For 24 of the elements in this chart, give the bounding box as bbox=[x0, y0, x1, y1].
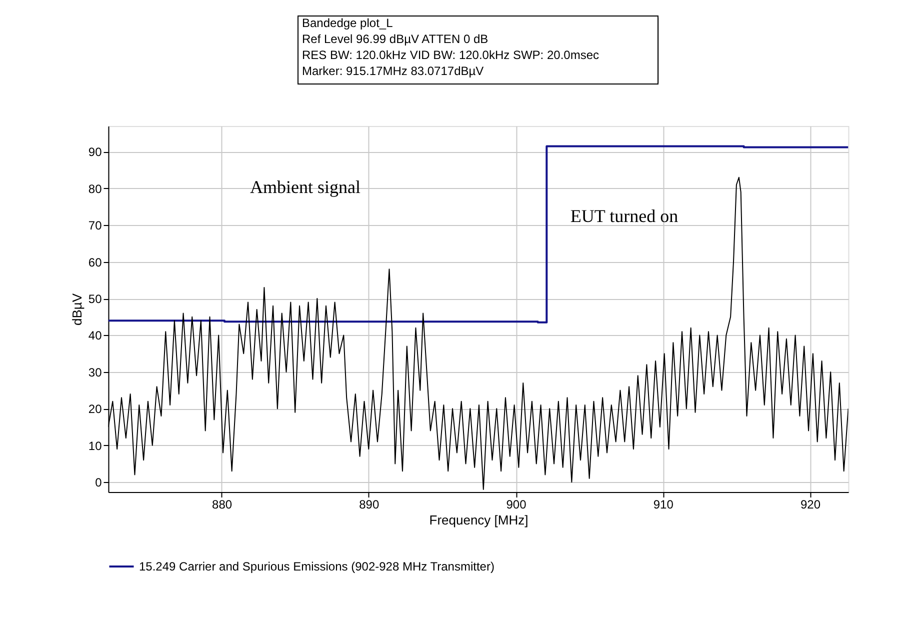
y-tick-label: 90 bbox=[88, 145, 102, 160]
x-axis-title: Frequency [MHz] bbox=[429, 512, 528, 528]
y-tick-label: 60 bbox=[88, 255, 102, 270]
y-tick-label: 50 bbox=[88, 292, 102, 306]
annotation: Ambient signal bbox=[250, 177, 360, 197]
x-tick-label: 880 bbox=[212, 498, 232, 512]
x-tick-label: 910 bbox=[653, 498, 674, 512]
y-tick-label: 20 bbox=[88, 402, 102, 416]
y-tick-label: 80 bbox=[88, 182, 102, 196]
x-tick-label: 890 bbox=[359, 498, 380, 512]
y-tick-label: 0 bbox=[95, 476, 102, 490]
y-axis-title: dBµV bbox=[69, 293, 84, 326]
text: Marker: 915.17MHz 83.0717dBµV bbox=[302, 64, 484, 78]
x-tick-label: 900 bbox=[506, 498, 527, 512]
legend-label: 15.249 Carrier and Spurious Emissions (902-928 MHz Transmitter) bbox=[139, 560, 494, 574]
text: Bandedge plot_L bbox=[302, 16, 394, 30]
text: RES BW: 120.0kHz VID BW: 120.0kHz SWP: 20.0msec bbox=[302, 48, 599, 62]
y-tick-label: 10 bbox=[88, 438, 102, 453]
y-tick-label: 30 bbox=[88, 365, 102, 380]
text: Ref Level 96.99 dBµV ATTEN 0 dB bbox=[302, 32, 488, 46]
y-tick-label: 40 bbox=[88, 328, 102, 343]
x-tick-label: 920 bbox=[800, 498, 821, 512]
annotation: EUT turned on bbox=[570, 206, 678, 226]
y-tick-label: 70 bbox=[88, 218, 102, 233]
